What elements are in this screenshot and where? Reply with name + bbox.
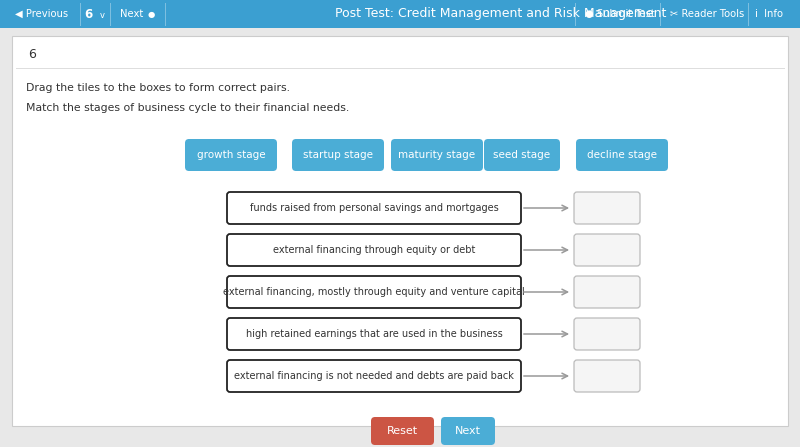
Text: i  Info: i Info [755,9,783,19]
FancyBboxPatch shape [227,318,521,350]
FancyBboxPatch shape [371,417,434,445]
Text: Post Test: Credit Management and Risk Management: Post Test: Credit Management and Risk Ma… [335,8,666,21]
Text: startup stage: startup stage [303,150,373,160]
FancyBboxPatch shape [391,139,483,171]
Text: maturity stage: maturity stage [398,150,475,160]
Text: seed stage: seed stage [494,150,550,160]
Text: ●: ● [148,9,155,18]
Text: Next: Next [120,9,143,19]
FancyBboxPatch shape [227,234,521,266]
FancyBboxPatch shape [12,36,788,426]
FancyBboxPatch shape [227,276,521,308]
FancyBboxPatch shape [576,139,668,171]
Text: v: v [100,10,105,20]
Text: funds raised from personal savings and mortgages: funds raised from personal savings and m… [250,203,498,213]
Text: growth stage: growth stage [197,150,266,160]
Text: decline stage: decline stage [587,150,657,160]
FancyBboxPatch shape [574,318,640,350]
FancyBboxPatch shape [0,0,800,28]
Text: high retained earnings that are used in the business: high retained earnings that are used in … [246,329,502,339]
FancyBboxPatch shape [574,360,640,392]
Text: ● Submit Test: ● Submit Test [585,9,654,19]
Text: Reset: Reset [387,426,418,436]
FancyBboxPatch shape [227,360,521,392]
Text: external financing through equity or debt: external financing through equity or deb… [273,245,475,255]
FancyBboxPatch shape [292,139,384,171]
Text: external financing is not needed and debts are paid back: external financing is not needed and deb… [234,371,514,381]
Text: Drag the tiles to the boxes to form correct pairs.: Drag the tiles to the boxes to form corr… [26,83,290,93]
Text: Next: Next [455,426,481,436]
Text: 6: 6 [84,8,92,21]
FancyBboxPatch shape [441,417,495,445]
FancyBboxPatch shape [185,139,277,171]
FancyBboxPatch shape [574,192,640,224]
Text: ◀ Previous: ◀ Previous [15,9,68,19]
Text: 6: 6 [28,47,36,60]
FancyBboxPatch shape [484,139,560,171]
FancyBboxPatch shape [574,276,640,308]
FancyBboxPatch shape [574,234,640,266]
Text: Match the stages of business cycle to their financial needs.: Match the stages of business cycle to th… [26,103,350,113]
Text: external financing, mostly through equity and venture capital: external financing, mostly through equit… [223,287,525,297]
FancyBboxPatch shape [227,192,521,224]
Text: ✂ Reader Tools: ✂ Reader Tools [670,9,744,19]
